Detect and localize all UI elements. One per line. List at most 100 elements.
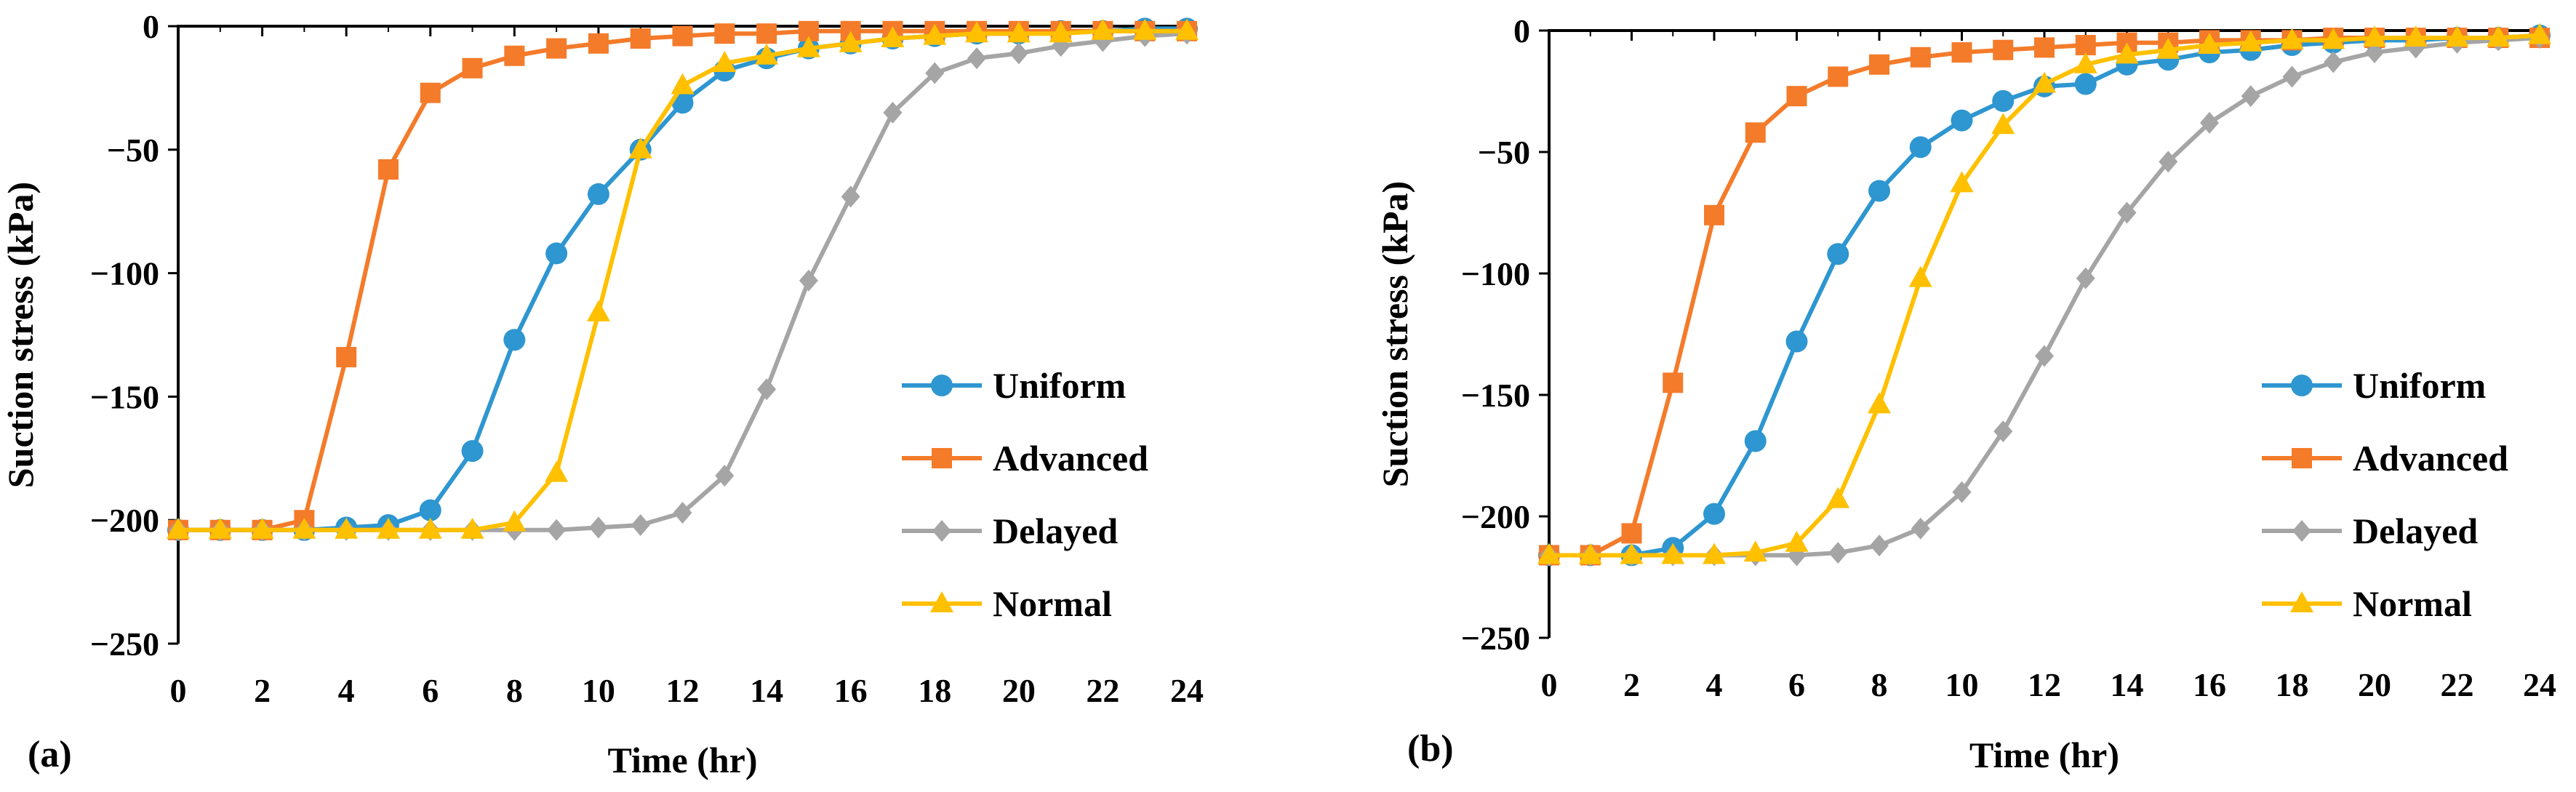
data-point-uniform — [461, 440, 484, 463]
data-point-delayed — [631, 513, 650, 536]
legend-label-uniform: Uniform — [2353, 365, 2486, 406]
data-point-delayed — [2159, 151, 2178, 173]
data-point-delayed — [1828, 542, 1848, 564]
data-point-normal — [2321, 28, 2345, 49]
series-uniform — [1538, 24, 2551, 567]
data-point-normal — [1537, 543, 1561, 564]
data-point-normal — [965, 21, 989, 43]
data-point-normal — [1703, 543, 1726, 564]
x-axis-title: Time (hr) — [1969, 735, 2119, 775]
data-point-uniform — [419, 499, 441, 521]
data-point-normal — [208, 517, 232, 539]
x-tick-label: 20 — [2358, 666, 2391, 703]
data-point-advanced — [756, 23, 777, 44]
data-point-normal — [1049, 21, 1073, 43]
data-point-normal — [2198, 33, 2221, 55]
data-point-advanced — [462, 57, 483, 79]
panel-label: (a) — [28, 734, 72, 775]
x-tick-label: 20 — [1002, 672, 1036, 709]
data-point-normal — [1175, 18, 1199, 40]
data-point-delayed — [799, 269, 818, 292]
data-point-delayed — [2241, 85, 2260, 108]
y-tick-label: −50 — [1478, 134, 1530, 171]
data-point-normal — [292, 517, 316, 539]
data-point-normal — [376, 517, 400, 539]
legend-label-delayed: Delayed — [993, 511, 1118, 551]
x-tick-label: 24 — [2523, 666, 2556, 703]
y-tick-label: −200 — [1461, 498, 1530, 535]
x-tick-label: 4 — [1706, 666, 1723, 703]
data-point-advanced — [1869, 54, 1889, 75]
data-point-uniform — [1827, 243, 1849, 265]
x-tick-label: 12 — [2028, 666, 2061, 703]
x-tick-label: 2 — [254, 672, 271, 709]
legend-label-advanced: Advanced — [993, 438, 1148, 479]
data-point-advanced — [588, 33, 609, 54]
y-axis-title: Suction stress (kPa) — [1375, 181, 1415, 487]
data-point-delayed — [2117, 201, 2137, 224]
legend-marker-normal — [2290, 591, 2313, 612]
data-point-uniform — [1909, 136, 1932, 159]
legend-marker-delayed — [2292, 520, 2311, 542]
data-point-normal — [335, 517, 359, 539]
data-point-normal — [1868, 392, 1891, 414]
y-tick-label: −200 — [90, 502, 159, 539]
data-point-advanced — [420, 82, 441, 103]
legend-marker-advanced — [932, 448, 952, 468]
data-point-advanced — [1621, 523, 1642, 544]
legend-label-uniform: Uniform — [993, 365, 1126, 406]
y-tick-label: 0 — [143, 8, 159, 45]
data-point-advanced — [546, 38, 567, 59]
legend: Uniform Advanced Delayed Normal — [902, 365, 1148, 624]
x-tick-label: 8 — [506, 672, 523, 709]
data-point-normal — [1950, 171, 1974, 193]
legend-marker-advanced — [2292, 448, 2312, 468]
data-point-delayed — [925, 62, 945, 84]
legend-label-advanced: Advanced — [2353, 438, 2508, 479]
data-point-normal — [1091, 18, 1115, 40]
x-tick-label: 18 — [2276, 666, 2309, 703]
data-point-normal — [167, 517, 190, 539]
x-tick-label: 10 — [582, 672, 615, 709]
x-tick-label: 14 — [750, 672, 783, 709]
data-point-normal — [2363, 25, 2386, 47]
data-point-normal — [2404, 25, 2428, 47]
series-delayed — [1540, 27, 2549, 567]
data-point-normal — [2280, 28, 2304, 49]
data-point-normal — [418, 517, 442, 539]
data-point-delayed — [2076, 267, 2095, 289]
x-tick-label: 10 — [1945, 666, 1979, 703]
data-point-normal — [1133, 18, 1157, 40]
data-point-normal — [713, 50, 737, 72]
data-point-normal — [1991, 113, 2015, 135]
data-point-normal — [1620, 543, 1644, 564]
data-point-normal — [923, 23, 947, 45]
legend-marker-delayed — [932, 520, 951, 542]
data-point-normal — [2528, 23, 2551, 44]
x-tick-label: 0 — [1541, 666, 1558, 703]
y-tick-label: −250 — [1461, 620, 1530, 657]
data-point-normal — [2033, 71, 2056, 93]
data-point-advanced — [1993, 39, 2014, 60]
data-point-normal — [671, 73, 695, 95]
x-tick-label: 8 — [1871, 666, 1888, 703]
data-point-uniform — [1703, 503, 1725, 525]
data-point-advanced — [672, 25, 693, 47]
data-point-normal — [1661, 543, 1685, 564]
x-tick-label: 2 — [1623, 666, 1640, 703]
y-tick-label: −100 — [90, 255, 159, 292]
data-point-uniform — [1868, 180, 1890, 202]
x-tick-label: 6 — [1788, 666, 1805, 703]
x-axis-title: Time (hr) — [608, 740, 758, 780]
x-tick-label: 12 — [666, 672, 700, 709]
data-point-normal — [1908, 265, 1932, 287]
chart-panel-a: 0 2 4 6 8 10 12 14 16 18 20 22 240−50−100−150−200−25… — [0, 8, 1204, 780]
data-point-advanced — [1663, 372, 1684, 393]
data-point-delayed — [2035, 345, 2054, 367]
y-tick-label: −150 — [90, 378, 159, 415]
legend-marker-uniform — [931, 375, 953, 396]
data-point-normal — [545, 460, 569, 482]
data-point-normal — [586, 300, 610, 321]
legend-marker-normal — [930, 591, 953, 612]
